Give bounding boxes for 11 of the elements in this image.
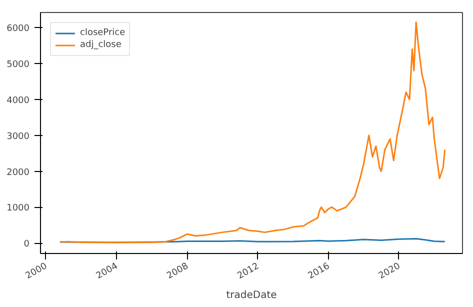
y-tick-label: 1000 — [6, 204, 30, 214]
line-series — [59, 21, 446, 244]
legend-label: closePrice — [80, 27, 126, 39]
y-tick-label: 3000 — [6, 132, 30, 142]
y-tick-label: 5000 — [6, 60, 30, 70]
legend-label: adj_close — [80, 39, 122, 51]
y-tick-label: 4000 — [6, 96, 30, 106]
y-tick-label: 6000 — [6, 24, 30, 34]
y-tick-label: 0 — [24, 240, 30, 250]
x-axis-title: tradeDate — [226, 290, 277, 301]
y-tick-label: 2000 — [6, 168, 30, 178]
